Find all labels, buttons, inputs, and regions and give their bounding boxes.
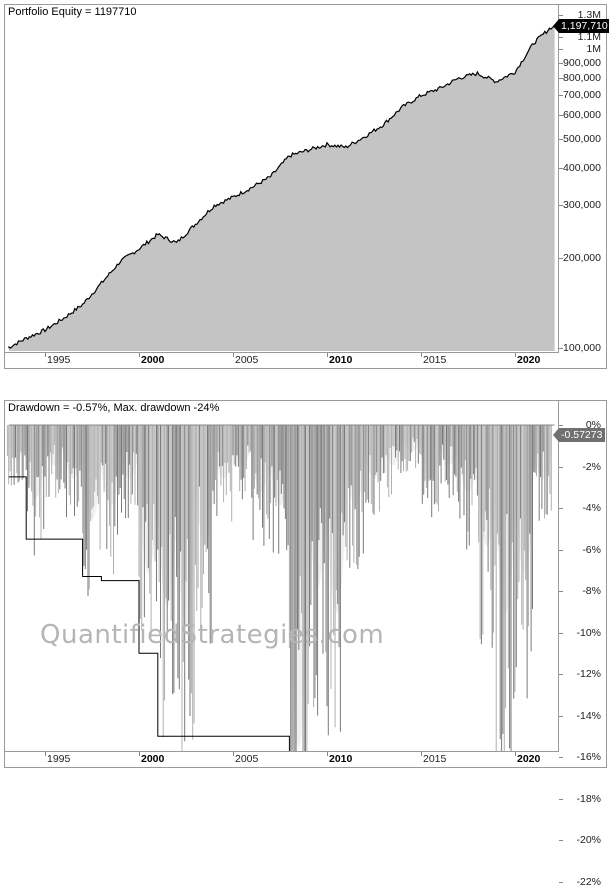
y-tick-label: 100,000	[563, 342, 601, 354]
x-tick-label: 2000	[141, 354, 165, 366]
y-tick-label: 400,000	[563, 162, 601, 175]
y-tick-label: -16%	[576, 751, 601, 763]
drawdown-last-value-marker: -0.57273	[552, 428, 606, 442]
drawdown-title: Drawdown = -0.57%, Max. drawdown -24%	[8, 402, 220, 414]
x-tick-mark	[421, 752, 422, 756]
y-tick-mark	[559, 881, 563, 883]
x-tick-mark	[421, 353, 422, 357]
equity-y-axis: 1.3M 1.1M 1M 900,000 800,000 700,000 600,000 50…	[559, 5, 606, 368]
x-tick-label: 1995	[47, 753, 71, 765]
x-tick-mark	[327, 353, 328, 357]
x-tick-label: 2015	[423, 354, 447, 366]
y-tick-label: -12%	[576, 668, 601, 680]
y-tick-label: -2%	[582, 460, 601, 473]
y-tick-label: 800,000	[563, 72, 601, 85]
y-tick-label: 1.3M	[577, 9, 601, 21]
y-tick-mark	[559, 591, 563, 592]
x-tick-label: 2005	[235, 354, 259, 366]
y-tick-label: -20%	[576, 834, 601, 846]
x-tick-label: 2000	[141, 753, 165, 765]
x-tick-label: 2015	[423, 753, 447, 765]
y-tick-label: 700,000	[563, 89, 601, 102]
y-tick-mark	[559, 715, 563, 717]
y-tick-mark	[559, 425, 563, 426]
y-tick-label: -6%	[582, 543, 601, 556]
x-tick-mark	[233, 353, 234, 357]
y-tick-mark	[559, 95, 563, 97]
y-tick-mark	[559, 798, 563, 800]
y-tick-mark	[559, 466, 563, 468]
y-tick-mark	[559, 258, 563, 259]
equity-title: Portfolio Equity = 1197710	[8, 6, 137, 18]
y-tick-label: -4%	[582, 502, 601, 514]
x-tick-label: 1995	[47, 354, 71, 366]
equity-line	[8, 25, 556, 349]
y-tick-mark	[559, 508, 563, 509]
y-tick-mark	[559, 78, 563, 80]
x-tick-mark	[45, 353, 46, 357]
drawdown-area	[7, 425, 553, 749]
y-tick-mark	[559, 139, 563, 141]
y-tick-mark	[559, 36, 563, 38]
y-tick-mark	[559, 115, 563, 117]
x-tick-label: 2020	[517, 354, 541, 366]
y-tick-mark	[559, 549, 563, 551]
equity-last-value-marker: 1,197,710	[553, 19, 609, 33]
y-tick-label: -10%	[576, 626, 601, 639]
y-tick-mark	[559, 49, 563, 51]
x-tick-mark	[327, 752, 328, 756]
y-tick-label: -14%	[576, 709, 601, 722]
y-tick-label: -8%	[582, 585, 601, 597]
y-tick-mark	[559, 168, 563, 170]
y-tick-mark	[559, 205, 563, 207]
y-tick-label: -18%	[576, 792, 601, 805]
x-tick-label: 2010	[329, 354, 353, 366]
equity-chart-panel: Portfolio Equity = 1197710 1.3M 1.1M 1M 900…	[4, 4, 609, 369]
drawdown-x-axis: 1995 2000 2005 2010 2015 2020	[5, 752, 558, 767]
drawdown-chart-panel: Drawdown = -0.57%, Max. drawdown -24% 0%…	[4, 400, 607, 888]
y-tick-label: 500,000	[563, 133, 601, 146]
y-tick-mark	[559, 674, 563, 675]
y-tick-mark	[559, 62, 563, 64]
y-tick-mark	[559, 632, 563, 634]
x-tick-mark	[139, 752, 140, 756]
x-tick-mark	[515, 752, 516, 756]
y-tick-label: 600,000	[563, 109, 601, 122]
max-drawdown-line	[8, 476, 290, 751]
equity-area	[9, 25, 555, 351]
x-tick-mark	[233, 752, 234, 756]
x-tick-label: 2005	[235, 753, 259, 765]
y-tick-mark	[559, 348, 563, 349]
y-tick-label: 300,000	[563, 199, 601, 212]
equity-plot-area[interactable]: Portfolio Equity = 1197710	[5, 5, 559, 353]
equity-curve	[8, 25, 556, 351]
y-tick-mark	[559, 15, 563, 16]
x-tick-label: 2010	[329, 753, 353, 765]
drawdown-y-axis: 0% -2% -4% -6% -8% -10% -12% -14% -16% -18% -20% -2…	[559, 401, 606, 888]
drawdown-plot-area[interactable]: Drawdown = -0.57%, Max. drawdown -24%	[5, 401, 559, 752]
y-tick-label: -22%	[576, 875, 601, 888]
drawdown-curve	[6, 424, 555, 751]
x-tick-label: 2020	[517, 753, 541, 765]
x-tick-mark	[45, 752, 46, 756]
y-tick-mark	[559, 757, 563, 758]
y-tick-label: 900,000	[563, 56, 601, 69]
watermark: QuantifiedStrategies.com	[40, 620, 385, 650]
y-tick-mark	[559, 840, 563, 841]
x-tick-mark	[515, 353, 516, 357]
y-tick-label: 1M	[586, 43, 601, 56]
x-tick-mark	[139, 353, 140, 357]
y-tick-label: 1.1M	[577, 30, 601, 43]
equity-x-axis: 1995 2000 2005 2010 2015 2020	[5, 353, 558, 368]
y-tick-label: 200,000	[563, 252, 601, 264]
